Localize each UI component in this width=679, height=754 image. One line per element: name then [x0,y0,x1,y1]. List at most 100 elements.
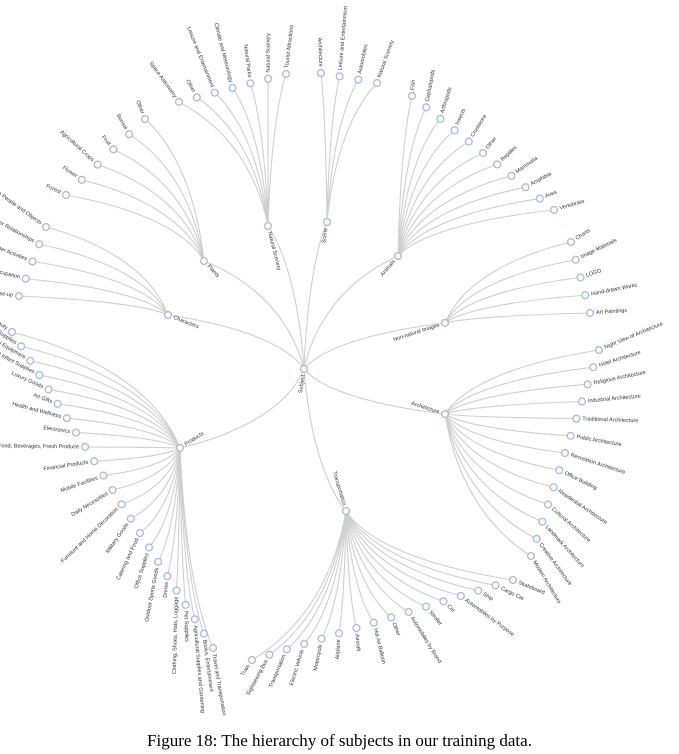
leaf-node-characters-character-relationships [35,240,44,249]
leaf-node-transportation-other [387,613,396,622]
leaf-node-products-books-entertainment [199,629,208,638]
leaf-node-animals-vertebrata [549,205,559,215]
category-node-plants [199,256,209,266]
leaf-label-architecture-hotel-architecture: Hotel Architecture [598,350,641,369]
leaf-label-animals-cephalopods: Cephalopods [425,69,437,102]
leaf-node-characters-interaction-between-people-and-objects [41,222,51,232]
link-transportation-transportation [286,510,347,650]
leaf-label-transportation-hot-air-balloon: Hot Air Balloon [372,628,387,665]
link-plants-flower [81,179,205,262]
leaf-node-products-automotive-supplies [17,342,26,351]
leaf-node-animals-amphibia [521,183,530,192]
leaf-node-products-agricultural-supplies-and-gardening [190,615,199,624]
link-transportation-stroller [345,510,427,608]
leaf-label-transportation-motorcycle: Motorcycle [313,644,324,671]
leaf-label-transportation-airplane: Airplane [335,639,342,659]
link-products-personal-care-and-beauty [11,331,181,449]
link-transportation-skateboard [345,510,514,581]
leaf-node-architecture-landmark-architecture [538,517,547,526]
leaf-label-animals-fish: Fish [410,79,417,90]
leaf-label-products-art-gifts: Art Gifts [32,393,53,405]
leaf-node-non-natural-images-art-paintings [585,308,595,318]
link-architecture-residential-architecture [444,413,554,488]
link-natural-scenery-natural-parks [249,83,269,227]
leaf-node-animals-aves [535,194,544,203]
link-plants-fruit [113,148,205,262]
link-plants-forest [65,194,205,262]
link-scene-leisure-and-entertainment [326,76,341,223]
category-node-transportation [341,506,351,516]
link-products-catering-and-food [139,447,181,534]
leaf-node-products-hardware-and-electrical-equipment [26,356,35,365]
category-node-natural-scenery [263,221,273,231]
link-animals-amphibia [397,186,526,257]
link-transportation-car [345,510,444,602]
link-transportation-electric-vehicle [303,510,347,645]
link-products-electronics [75,431,181,449]
leaf-node-non-natural-images-image-materials [571,255,580,264]
leaf-node-products-clothing-shoes-hats-luggage [172,586,181,595]
leaf-label-scene-automobiles: Automobiles [357,43,369,74]
leaf-label-products-financial-products: Financial Products [43,460,89,473]
link-products-outdoor-sports-goods [157,447,181,563]
link-natural-scenery-other [196,96,269,227]
leaf-label-architecture-night-view-of-architecture: Night View of Architecture [604,321,664,351]
link-architecture-recreation-architecture [444,413,566,454]
leaf-label-products-clothing-shoes-hats-luggage: Clothing, Shoes, Hats, Luggage [172,596,180,674]
leaf-label-products-military-goods: Military Goods [105,522,130,554]
leaf-node-natural-scenery-natural-parks [246,79,255,88]
leaf-label-animals-mammalia: Mammalia [515,155,540,175]
leaf-label-architecture-recreation-architecture: Recreation Architecture [570,452,626,475]
category-label-scene: Scene [321,228,329,244]
link-plants-agricultural-crops [97,164,205,262]
leaf-label-products-pet-supplies: Pet Supplies [182,611,189,642]
category-node-characters [163,310,173,320]
link-root-architecture [303,368,446,415]
leaf-label-architecture-industrial-architecture: Industrial Architecture [588,394,641,405]
leaf-node-architecture-recreation-architecture [560,448,570,458]
leaf-node-non-natural-images-hand-drawn-works [581,291,590,300]
leaf-label-non-natural-images-charts: Charts [575,228,592,242]
category-node-architecture [440,409,450,419]
leaf-label-plants-forest: Forest [45,183,62,195]
link-architecture-industrial-architecture [444,400,583,415]
leaf-label-plants-bonsai: Bonsai [115,113,129,131]
leaf-node-architecture-creative-architecture [532,534,541,543]
link-architecture-religious-architecture [444,383,588,415]
leaf-node-transportation-car [439,597,448,606]
leaf-node-architecture-public-architecture [566,431,575,440]
leaf-label-transportation-skateboard: Skateboard [517,580,545,596]
link-architecture-landmark-architecture [444,413,543,523]
leaf-node-animals-reptiles [493,160,502,169]
link-transportation-hot-air-balloon [345,510,375,623]
leaf-label-natural-scenery-natural-parks: Natural Parks [242,44,252,78]
leaf-node-architecture-hotel-architecture [589,363,598,372]
leaf-label-architecture-religious-architecture: Religious Architecture [593,370,646,387]
link-products-maternity-and-infant-supplies [39,374,181,449]
link-scene-natural-scenery [326,82,378,223]
leaf-label-transportation-other: Other [390,622,401,637]
category-label-non-natural-images: Non-natural Images [393,322,441,343]
leaf-node-products-financial-products [90,457,99,466]
link-natural-scenery-space-astronomy [178,101,269,227]
leaf-node-natural-scenery-other [192,93,201,102]
link-products-travel-and-transportation [179,447,214,649]
leaf-node-plants-forest [61,190,71,200]
leaf-label-transportation-electric-vehicle: Electric Vehicle [289,649,306,686]
link-root-natural-scenery [267,225,305,370]
leaf-node-natural-scenery-natural-scenery [264,74,273,83]
link-animals-crustacea [397,141,470,257]
tree-nodes [7,68,604,665]
leaf-node-transportation-hot-air-balloon [369,618,378,627]
link-transportation-sightseeing-bus [269,510,347,656]
link-transportation-ship [345,510,479,592]
link-products-health-and-wellness [66,417,181,449]
link-animals-aves [397,198,540,257]
leaf-node-animals-other [478,148,488,158]
leaf-label-natural-scenery-natural-scenery: Natural Scenery [266,33,272,73]
leaf-node-transportation-motorcycle [317,634,326,643]
leaf-label-architecture-office-building: Office Building [563,471,597,492]
leaf-label-transportation-automobiles-by-purpose: Automobiles by Purpose [464,598,515,638]
leaf-node-transportation-electric-vehicle [300,639,309,649]
leaf-label-animals-insects: Insects [455,108,468,127]
